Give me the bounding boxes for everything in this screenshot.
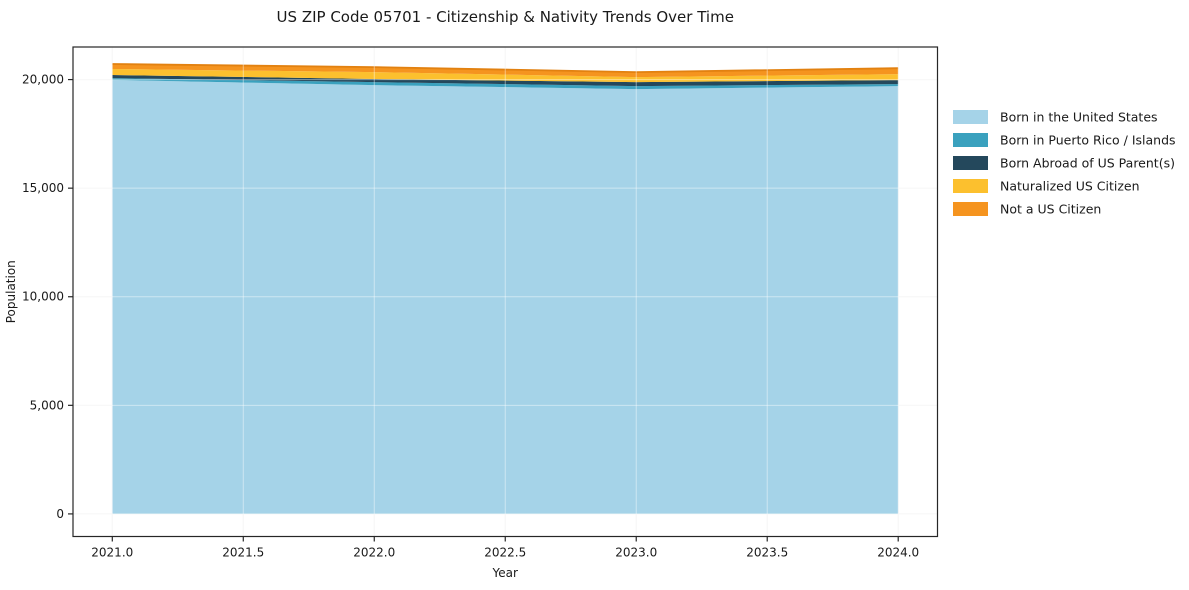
legend-label: Born Abroad of US Parent(s) <box>1000 156 1175 171</box>
area-series-0 <box>112 80 899 514</box>
legend-label: Born in the United States <box>1000 110 1158 125</box>
x-tick-label: 2023.5 <box>746 546 788 560</box>
y-tick-label: 0 <box>56 507 64 521</box>
legend-label: Not a US Citizen <box>1000 202 1101 217</box>
area-series-3 <box>112 69 899 83</box>
x-axis-label: Year <box>492 566 518 580</box>
legend: Born in the United States Born in Puerto … <box>953 110 1176 217</box>
area-series-1 <box>112 78 899 90</box>
x-tick-label: 2023.0 <box>615 546 657 560</box>
x-axis: 2021.0 2021.5 2022.0 2022.5 2023.0 2023.5 2024… <box>91 536 919 560</box>
gridlines-over <box>73 47 938 537</box>
y-tick-label: 15,000 <box>22 181 64 195</box>
y-tick-label: 5,000 <box>30 398 64 412</box>
area-series-4 <box>112 64 899 78</box>
y-axis: 0 5,000 10,000 15,000 20,000 <box>22 73 73 521</box>
stack-top-edge <box>112 63 899 74</box>
x-tick-label: 2022.0 <box>353 546 395 560</box>
legend-label: Born in Puerto Rico / Islands <box>1000 133 1176 148</box>
y-tick-label: 20,000 <box>22 73 64 87</box>
legend-swatch <box>953 110 988 124</box>
legend-swatch <box>953 202 988 216</box>
legend-swatch <box>953 133 988 147</box>
x-tick-label: 2024.0 <box>877 546 919 560</box>
chart-title: US ZIP Code 05701 - Citizenship & Nativi… <box>277 8 734 26</box>
x-tick-label: 2021.5 <box>222 546 264 560</box>
area-series-2 <box>112 75 899 87</box>
y-tick-label: 10,000 <box>22 290 64 304</box>
area-stack <box>112 64 899 514</box>
legend-swatch <box>953 179 988 193</box>
legend-swatch <box>953 156 988 170</box>
x-tick-label: 2022.5 <box>484 546 526 560</box>
x-tick-label: 2021.0 <box>91 546 133 560</box>
y-axis-label: Population <box>4 260 18 323</box>
legend-label: Naturalized US Citizen <box>1000 179 1140 194</box>
